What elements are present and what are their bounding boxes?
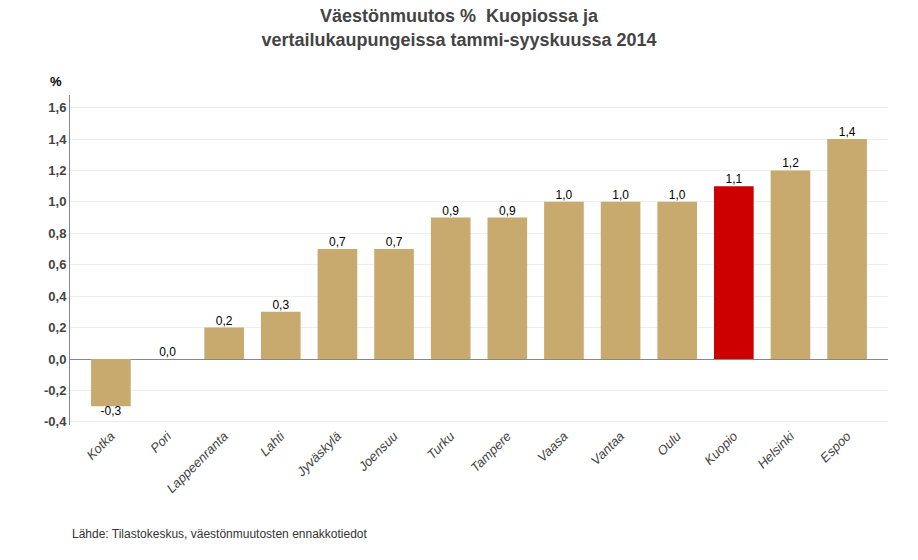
svg-text:0,8: 0,8 — [48, 226, 66, 241]
svg-text:0,7: 0,7 — [329, 235, 346, 249]
svg-text:Tampere: Tampere — [467, 429, 514, 476]
svg-text:-0,2: -0,2 — [44, 383, 66, 398]
svg-text:Kotka: Kotka — [83, 429, 117, 463]
svg-text:0,6: 0,6 — [48, 257, 66, 272]
svg-text:Jyväskylä: Jyväskylä — [293, 429, 344, 480]
svg-text:1,6: 1,6 — [48, 100, 66, 115]
svg-text:-0,3: -0,3 — [101, 404, 122, 418]
svg-text:1,2: 1,2 — [782, 156, 799, 170]
svg-text:1,2: 1,2 — [48, 163, 66, 178]
svg-text:Vaasa: Vaasa — [534, 429, 570, 465]
svg-text:0,2: 0,2 — [216, 314, 233, 328]
svg-text:0,0: 0,0 — [159, 345, 176, 359]
svg-text:0,7: 0,7 — [386, 235, 403, 249]
svg-text:1,1: 1,1 — [725, 172, 742, 186]
svg-text:1,0: 1,0 — [669, 188, 686, 202]
svg-text:Lähde: Tilastokeskus, väestönm: Lähde: Tilastokeskus, väestönmuutosten e… — [72, 527, 368, 541]
svg-text:1,0: 1,0 — [48, 194, 66, 209]
svg-text:0,9: 0,9 — [442, 204, 459, 218]
svg-text:0,3: 0,3 — [272, 298, 289, 312]
svg-text:Lappeenranta: Lappeenranta — [164, 429, 231, 496]
svg-text:Vantaa: Vantaa — [588, 429, 627, 468]
svg-text:Lahti: Lahti — [257, 428, 288, 459]
svg-text:1,0: 1,0 — [556, 188, 573, 202]
svg-text:0,9: 0,9 — [499, 204, 516, 218]
svg-text:1,0: 1,0 — [612, 188, 629, 202]
svg-text:0,4: 0,4 — [48, 289, 67, 304]
svg-text:1,4: 1,4 — [839, 125, 856, 139]
svg-text:Kuopio: Kuopio — [701, 429, 740, 468]
svg-text:Joensuu: Joensuu — [355, 429, 401, 475]
svg-text:Turku: Turku — [424, 429, 457, 462]
svg-text:Oulu: Oulu — [654, 429, 684, 459]
svg-text:%: % — [50, 74, 62, 89]
svg-text:Pori: Pori — [147, 428, 175, 456]
svg-text:0,2: 0,2 — [48, 320, 66, 335]
svg-text:Väestönmuutos % Kuopiossa jav: Väestönmuutos % Kuopiossa javertailukaup… — [261, 6, 656, 49]
svg-text:1,4: 1,4 — [48, 132, 67, 147]
svg-text:Helsinki: Helsinki — [754, 428, 798, 472]
svg-text:-0,4: -0,4 — [44, 414, 67, 429]
svg-text:0,0: 0,0 — [48, 352, 66, 367]
svg-text:Espoo: Espoo — [817, 429, 854, 466]
